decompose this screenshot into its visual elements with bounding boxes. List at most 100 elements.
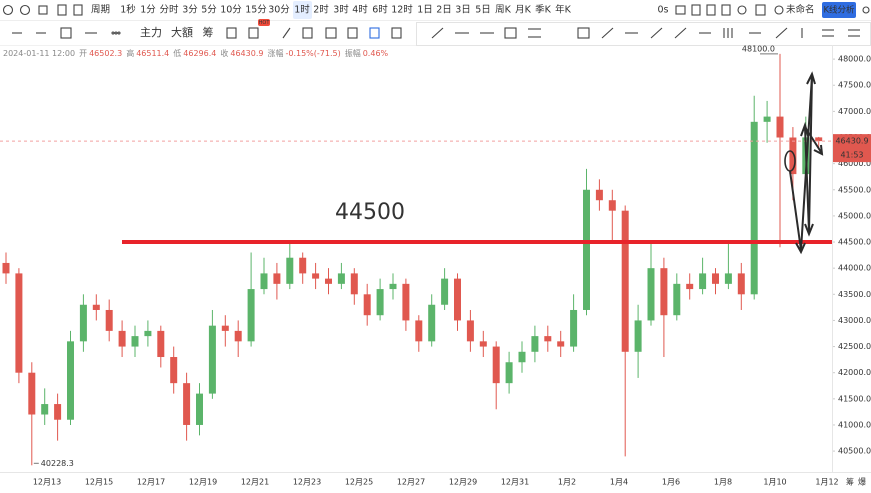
- interval-button[interactable]: 周K: [495, 5, 512, 16]
- candle-body: [518, 351, 526, 363]
- arrow: [800, 121, 810, 233]
- x-tick-label: 12月25: [345, 478, 373, 487]
- y-tick-label: 44000.0: [838, 264, 871, 273]
- x-tick-label: 1月10: [763, 478, 786, 487]
- x-tick-label: 12月15: [85, 478, 113, 487]
- analysis-button-bg[interactable]: [822, 2, 856, 18]
- candle-body: [789, 137, 797, 175]
- candle-body: [299, 257, 307, 274]
- x-tick-label: 12月19: [189, 478, 217, 487]
- drawn-arrows: [784, 71, 824, 255]
- interval-button[interactable]: 12时: [391, 4, 413, 16]
- candle-body: [557, 341, 565, 347]
- last-price-tag: [833, 134, 871, 163]
- interval-button[interactable]: 6时: [372, 4, 388, 16]
- indicator-button[interactable]: 大額: [171, 25, 193, 39]
- toolbar-icons[interactable]: [2, 4, 83, 16]
- interval-button[interactable]: 3时: [333, 4, 349, 16]
- y-tick-label: 41500.0: [838, 394, 871, 403]
- interval-button[interactable]: 5日: [475, 5, 491, 16]
- y-tick-label: 45500.0: [838, 185, 871, 194]
- info-label: 低: [173, 48, 181, 58]
- candle-body: [131, 336, 139, 347]
- y-tick-label: 47000.0: [838, 107, 871, 116]
- candle-body: [15, 273, 23, 373]
- interval-button[interactable]: 1时: [294, 4, 310, 16]
- candle-body: [389, 283, 397, 290]
- interval-button[interactable]: 30分: [268, 5, 290, 16]
- y-tick-label: 41000.0: [838, 420, 871, 429]
- candle-body: [712, 273, 719, 284]
- toolbar-right-icons[interactable]: [675, 4, 870, 16]
- candle-body: [699, 273, 707, 290]
- candle-body: [454, 278, 461, 321]
- x-tick-label: 1月6: [662, 478, 680, 487]
- interval-button[interactable]: 1秒: [120, 4, 136, 16]
- info-time: 2024-01-11 12:00: [3, 49, 75, 58]
- candle-body: [647, 268, 655, 321]
- hot-badge-bg: [258, 19, 270, 26]
- info-value: 0.46%: [363, 49, 389, 58]
- toolbar: 周期 1秒 1分 分时 3分 5分 10分 15分 30分 1时 2时 3时 4时 6时 12时 1日 2日 3日…: [0, 1, 871, 46]
- analysis-button[interactable]: K线分析: [823, 5, 855, 16]
- interval-button[interactable]: 2日: [436, 5, 452, 16]
- interval-button[interactable]: 月K: [515, 5, 532, 16]
- candle-body: [157, 330, 165, 358]
- candle-body: [724, 273, 732, 284]
- interval-button[interactable]: 5分: [201, 5, 217, 16]
- period-selector[interactable]: 周期: [91, 5, 110, 16]
- candle-body: [750, 121, 758, 295]
- candle-body: [815, 137, 823, 142]
- candle-body: [286, 257, 294, 284]
- x-tick-label: 1月8: [714, 478, 732, 487]
- interval-button[interactable]: 3分: [182, 5, 198, 16]
- info-value: 46502.3: [89, 49, 122, 58]
- candle-body: [183, 383, 191, 425]
- y-tick-label: 43500.0: [838, 290, 871, 299]
- candle-body: [621, 210, 629, 352]
- drawing-tools[interactable]: [431, 27, 860, 39]
- x-tick-label: 12月17: [137, 478, 165, 487]
- info-value: 46430.9: [230, 49, 263, 58]
- interval-button[interactable]: 1日: [417, 5, 433, 16]
- interval-button[interactable]: 年K: [555, 4, 572, 16]
- candle-body: [415, 320, 423, 342]
- candle-body: [325, 278, 332, 284]
- x-tick-label: 12月13: [33, 478, 61, 487]
- timer: 0s: [658, 5, 669, 16]
- interval-button[interactable]: 10分: [220, 5, 242, 16]
- interval-button[interactable]: 分时: [159, 4, 179, 16]
- interval-button[interactable]: 2时: [313, 4, 329, 16]
- candle-body: [763, 116, 771, 122]
- candle-body: [570, 309, 578, 347]
- candle-body: [337, 273, 345, 284]
- indicator-button[interactable]: 主力: [140, 26, 162, 39]
- x-tick-label: 12月27: [397, 478, 425, 487]
- candle-body: [92, 304, 100, 310]
- x-tick-label: 12月31: [501, 478, 529, 487]
- candle-body: [544, 336, 552, 342]
- x-tick-label: 1月2: [558, 478, 576, 487]
- corner-button[interactable]: 筹: [846, 477, 854, 487]
- interval-button[interactable]: 3日: [455, 5, 471, 16]
- info-value: 46296.4: [183, 49, 216, 58]
- candle-body: [170, 357, 178, 384]
- countdown: 41:53: [840, 151, 863, 160]
- y-tick-label: 42500.0: [838, 342, 871, 351]
- candle-body: [260, 273, 268, 290]
- interval-button[interactable]: 1分: [140, 5, 156, 16]
- layout-name[interactable]: 未命名: [786, 4, 815, 16]
- interval-button[interactable]: 4时: [352, 4, 368, 16]
- indicator-button[interactable]: 筹: [203, 25, 214, 39]
- candle-body: [376, 289, 384, 316]
- candle-body: [144, 330, 152, 337]
- drawing-tools-left[interactable]: [12, 27, 402, 39]
- info-label: 高: [126, 48, 134, 58]
- candle-info: 2024-01-11 12:00 开 46502.3 高 46511.4 低 46296.4…: [3, 48, 389, 58]
- interval-button[interactable]: 15分: [245, 5, 267, 16]
- corner-button[interactable]: 爆: [858, 477, 866, 487]
- interval-selected-bg: [293, 1, 312, 19]
- interval-button[interactable]: 季K: [535, 4, 552, 16]
